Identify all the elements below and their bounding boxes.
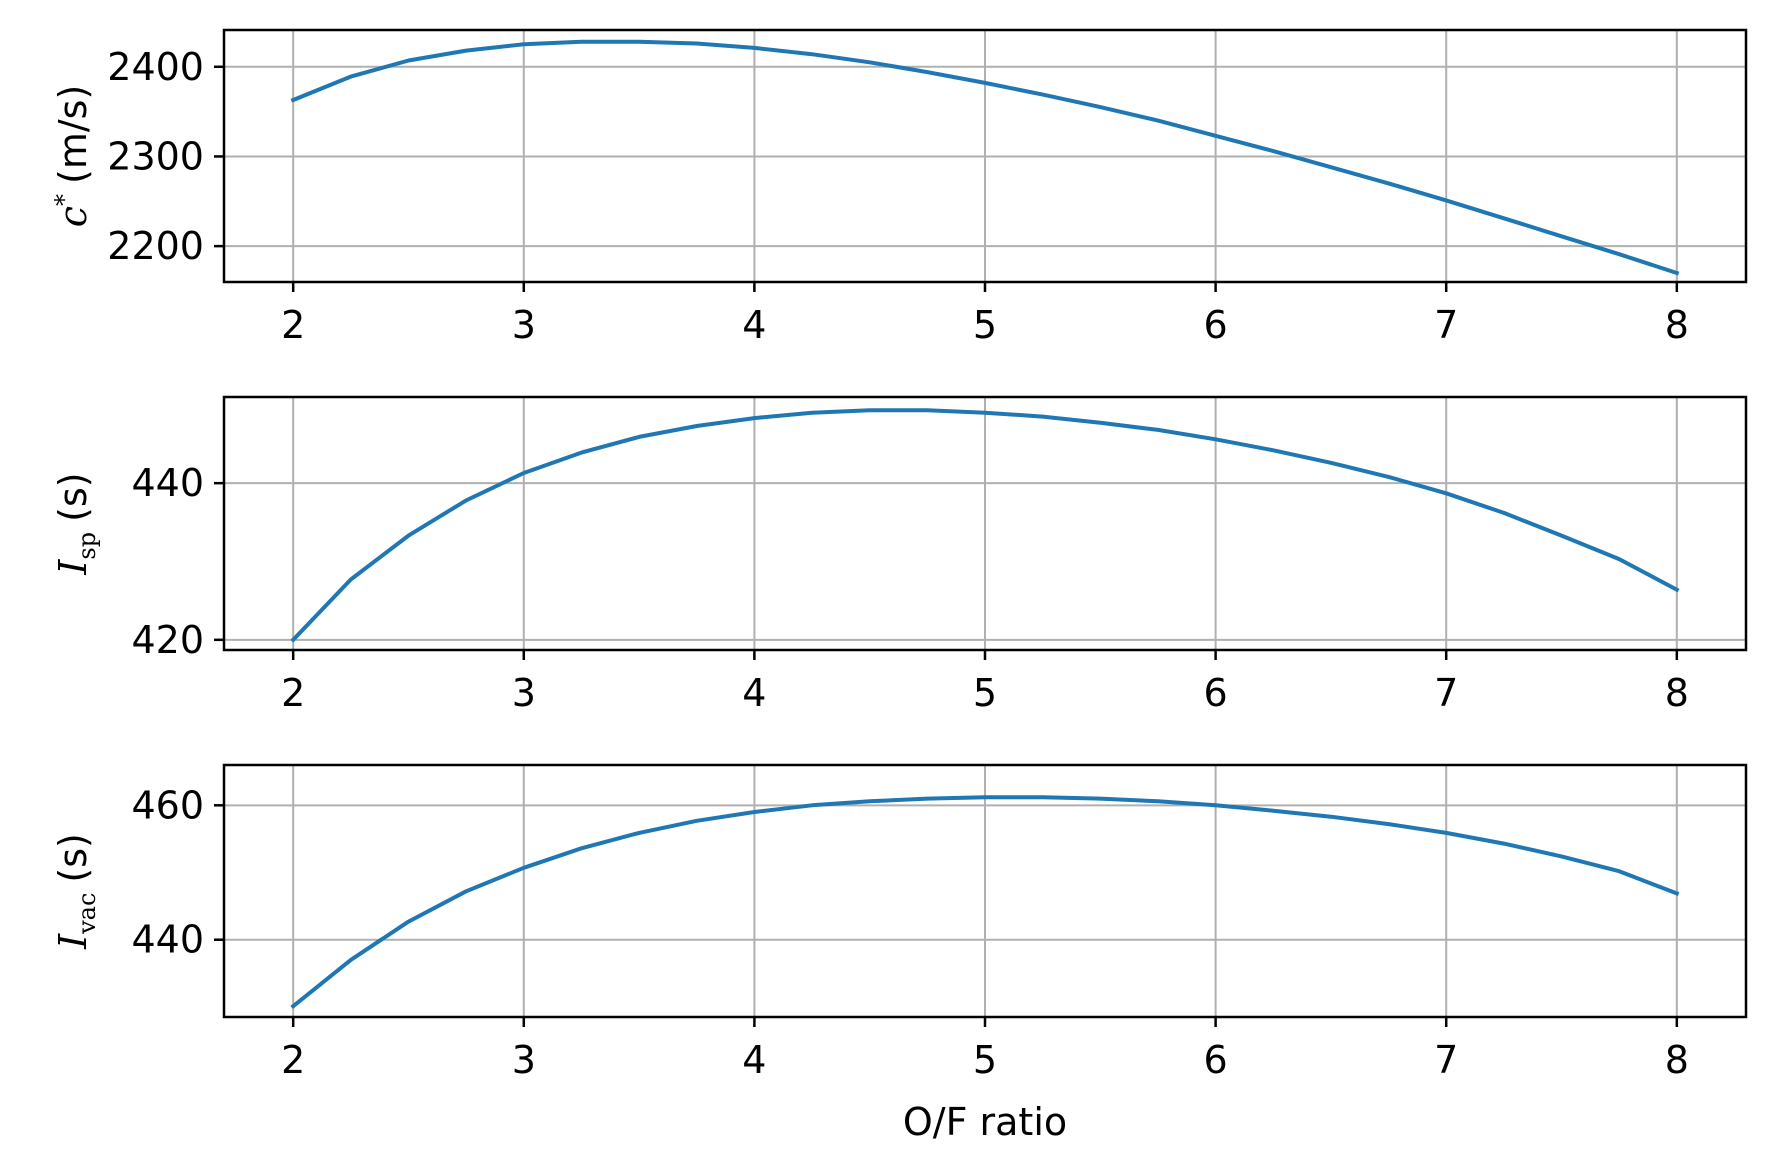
x-tick-label: 7	[1434, 671, 1458, 715]
x-tick-label: 6	[1204, 671, 1228, 715]
x-tick-label: 2	[281, 671, 305, 715]
x-tick-label: 4	[742, 671, 766, 715]
y-axis-unit: (m/s)	[51, 85, 95, 184]
y-tick-label: 440	[131, 461, 204, 505]
y-axis-symbol: I	[51, 933, 95, 950]
x-tick-label: 7	[1434, 1038, 1458, 1082]
x-tick-label: 6	[1204, 1038, 1228, 1082]
x-tick-label: 3	[512, 303, 536, 347]
x-tick-label: 8	[1665, 1038, 1689, 1082]
x-tick-label: 5	[973, 671, 997, 715]
x-tick-label: 4	[742, 303, 766, 347]
x-tick-label: 8	[1665, 671, 1689, 715]
y-tick-label: 2300	[107, 134, 204, 178]
x-tick-label: 2	[281, 303, 305, 347]
y-axis-subscript: vac	[73, 893, 101, 935]
panel-1: 2 3 4 5 6 7 8 2200 2300 2400 c* (m/s)	[50, 28, 1748, 347]
x-tick-label: 2	[281, 1038, 305, 1082]
x-tick-label: 8	[1665, 303, 1689, 347]
y-axis-superscript: *	[50, 194, 78, 206]
x-tick-label: 7	[1434, 303, 1458, 347]
y-tick-label: 460	[131, 783, 204, 827]
panel-3: 2 3 4 5 6 7 8 440 460 Ivac (s) O/F ratio	[51, 763, 1748, 1144]
y-tick-label: 2400	[107, 45, 204, 89]
y-axis-label: Ivac (s)	[51, 833, 101, 950]
y-axis-symbol: c	[51, 206, 95, 227]
x-tick-label: 5	[973, 1038, 997, 1082]
y-axis-unit: (s)	[51, 472, 95, 521]
x-tick-label: 4	[742, 1038, 766, 1082]
series-line	[290, 795, 1680, 1010]
y-tick-label: 420	[131, 618, 204, 662]
x-tick-label: 5	[973, 303, 997, 347]
x-tick-label: 3	[512, 1038, 536, 1082]
series-line	[290, 408, 1680, 643]
y-axis-label: Isp (s)	[51, 472, 101, 575]
x-tick-label: 3	[512, 671, 536, 715]
y-axis-label: c* (m/s)	[50, 85, 95, 228]
y-tick-label: 440	[131, 918, 204, 962]
y-tick-label: 2200	[107, 224, 204, 268]
panel-2: 2 3 4 5 6 7 8 420 440 Isp (s)	[51, 395, 1748, 715]
series-line	[290, 39, 1680, 276]
y-axis-unit: (s)	[51, 833, 95, 882]
x-axis-label: O/F ratio	[903, 1100, 1067, 1144]
x-tick-label: 6	[1204, 303, 1228, 347]
y-axis-subscript: sp	[73, 532, 101, 560]
y-axis-symbol: I	[51, 559, 95, 576]
